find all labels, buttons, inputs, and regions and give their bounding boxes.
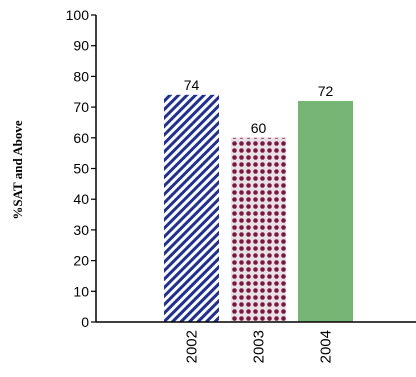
x-tick-label: 2002 [184, 330, 201, 363]
bar-value-label: 72 [318, 83, 334, 99]
x-tick-label: 2003 [251, 330, 268, 363]
x-axis: 2002 2003 2004 [184, 330, 335, 363]
y-axis: 0 10 20 30 40 50 60 70 80 90 100 [66, 7, 96, 330]
y-tick-label: 50 [73, 161, 89, 177]
y-tick-label: 10 [73, 283, 89, 299]
y-tick-label: 40 [73, 191, 89, 207]
bar-2004 [298, 100, 353, 323]
bar-2002 [164, 94, 219, 322]
bar-value-label: 60 [251, 120, 267, 136]
y-tick-label: 100 [66, 7, 90, 23]
y-tick-label: 80 [73, 68, 89, 84]
y-tick-label: 70 [73, 99, 89, 115]
y-tick-label: 60 [73, 130, 89, 146]
bar-2003 [231, 137, 286, 322]
x-tick-label: 2004 [318, 330, 335, 363]
y-tick-label: 20 [73, 253, 89, 269]
y-tick-label: 30 [73, 222, 89, 238]
y-tick-label: 0 [81, 314, 89, 330]
y-tick-label: 90 [73, 38, 89, 54]
bar-value-label: 74 [184, 77, 200, 93]
y-axis-title: %SAT and Above [10, 120, 25, 219]
bar-series: 74 60 72 [164, 77, 353, 323]
